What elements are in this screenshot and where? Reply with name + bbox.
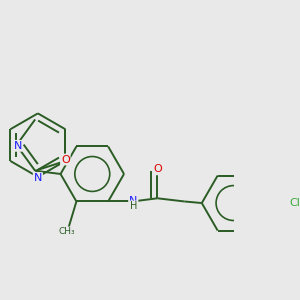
Text: H: H [130,201,137,211]
Text: O: O [61,154,70,164]
Text: O: O [153,164,162,174]
Text: N: N [129,196,137,206]
Text: Cl: Cl [290,198,300,208]
Text: CH₃: CH₃ [59,227,75,236]
Text: N: N [34,173,42,183]
Text: N: N [14,141,22,151]
